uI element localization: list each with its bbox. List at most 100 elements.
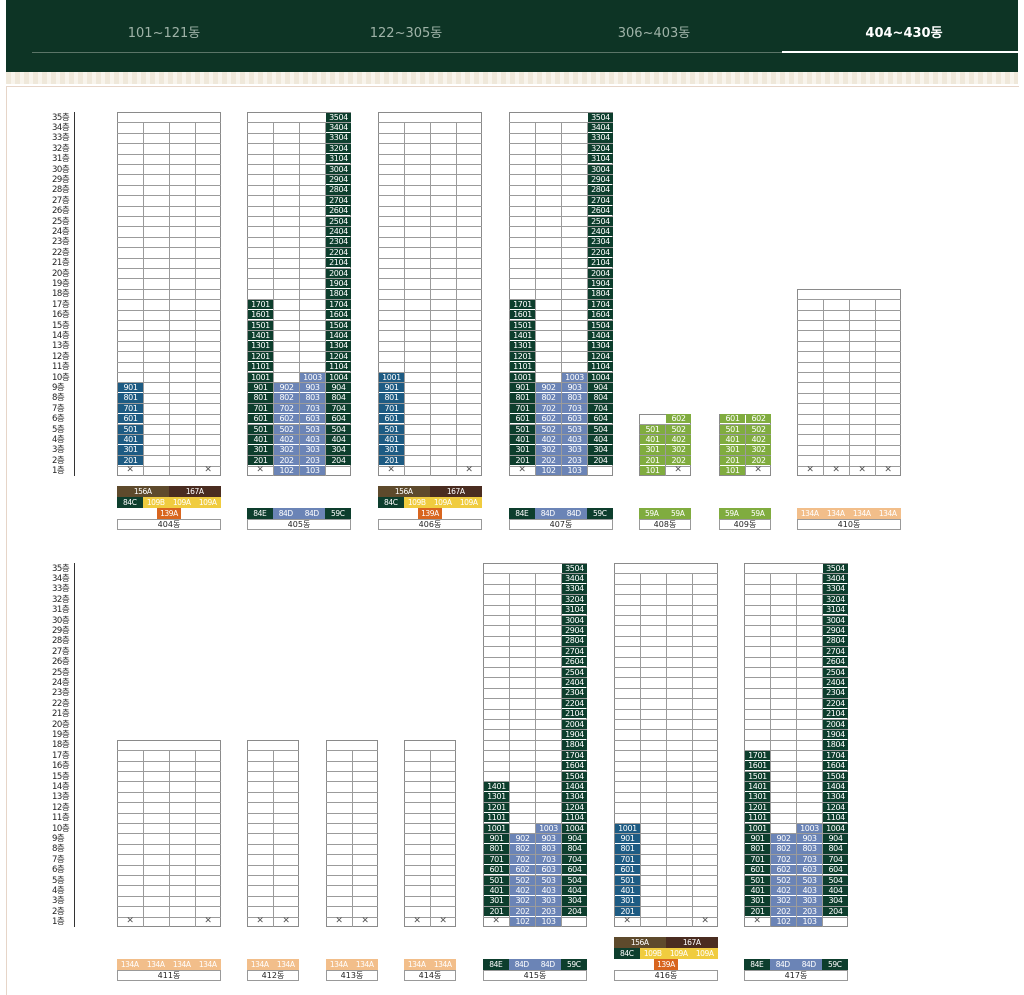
unit-cell[interactable]: 401	[720, 434, 745, 445]
unit-cell[interactable]: 1604	[562, 761, 587, 771]
unit-cell[interactable]: 303	[536, 896, 561, 906]
unit-cell[interactable]: 1204	[562, 802, 587, 813]
unit-cell[interactable]: 803	[562, 393, 587, 403]
unit-cell[interactable]: 604	[326, 414, 351, 424]
unit-cell[interactable]: 103	[536, 917, 561, 927]
unit-cell[interactable]: 701	[379, 403, 404, 414]
unit-cell[interactable]: 1704	[588, 299, 613, 310]
unit-cell[interactable]: 3304	[326, 133, 351, 143]
unit-cell[interactable]: 1404	[588, 330, 613, 341]
unit-cell[interactable]: 1401	[248, 330, 273, 341]
unit-cell[interactable]: 2404	[823, 677, 848, 688]
unit-cell[interactable]: 401	[248, 434, 273, 445]
tab-101-121[interactable]: 101~121동	[127, 26, 201, 41]
unit-cell[interactable]: 301	[484, 896, 509, 906]
unit-cell[interactable]: 404	[562, 885, 587, 896]
unit-cell[interactable]: 1601	[745, 761, 770, 771]
unit-cell[interactable]: 2604	[588, 206, 613, 216]
unit-cell[interactable]: 602	[746, 414, 771, 424]
unit-cell[interactable]: 2504	[562, 667, 587, 677]
unit-cell[interactable]: 503	[562, 424, 587, 434]
unit-cell[interactable]: 1201	[248, 351, 273, 362]
unit-cell[interactable]: 903	[562, 382, 587, 393]
unit-cell[interactable]: 203	[536, 906, 561, 917]
unit-cell[interactable]: 204	[823, 906, 848, 917]
unit-cell[interactable]: 2304	[326, 237, 351, 247]
unit-cell[interactable]: 804	[823, 844, 848, 854]
unit-cell[interactable]: 404	[588, 434, 613, 445]
unit-cell[interactable]: 501	[745, 875, 770, 885]
unit-cell[interactable]: 202	[746, 455, 771, 466]
unit-cell[interactable]: 3504	[326, 112, 351, 122]
unit-cell[interactable]: 803	[536, 844, 561, 854]
unit-cell[interactable]: 901	[745, 833, 770, 844]
unit-cell[interactable]: 1601	[248, 310, 273, 320]
unit-cell[interactable]: 702	[274, 403, 299, 414]
unit-cell[interactable]: 402	[666, 434, 691, 445]
unit-cell[interactable]: 901	[615, 833, 640, 844]
unit-cell[interactable]: 703	[797, 854, 822, 865]
unit-cell[interactable]: 402	[510, 885, 535, 896]
unit-cell[interactable]: 1004	[823, 823, 848, 833]
unit-cell[interactable]: 304	[588, 445, 613, 455]
unit-cell[interactable]: 403	[536, 885, 561, 896]
unit-cell[interactable]: 1501	[745, 771, 770, 781]
unit-cell[interactable]: 2504	[326, 216, 351, 226]
unit-cell[interactable]: 301	[615, 896, 640, 906]
unit-cell[interactable]: 1604	[588, 310, 613, 320]
unit-cell[interactable]: 2804	[562, 636, 587, 646]
unit-cell[interactable]: 1601	[510, 310, 535, 320]
tab-122-305[interactable]: 122~305동	[369, 26, 443, 41]
unit-cell[interactable]: 901	[248, 382, 273, 393]
unit-cell[interactable]: 201	[720, 455, 745, 466]
unit-cell[interactable]: 902	[274, 382, 299, 393]
unit-cell[interactable]: 302	[536, 445, 561, 455]
unit-cell[interactable]: 801	[745, 844, 770, 854]
unit-cell[interactable]: 3204	[326, 143, 351, 154]
unit-cell[interactable]: 803	[797, 844, 822, 854]
unit-cell[interactable]: 501	[615, 875, 640, 885]
unit-cell[interactable]: 2504	[823, 667, 848, 677]
unit-cell[interactable]: 501	[379, 424, 404, 434]
unit-cell[interactable]: 1004	[562, 823, 587, 833]
unit-cell[interactable]: 204	[326, 455, 351, 466]
unit-cell[interactable]: 303	[562, 445, 587, 455]
unit-cell[interactable]: 2904	[588, 174, 613, 185]
unit-cell[interactable]: 1504	[588, 320, 613, 330]
unit-cell[interactable]: 202	[666, 455, 691, 466]
unit-cell[interactable]: 1003	[562, 372, 587, 382]
unit-cell[interactable]: 201	[510, 455, 535, 466]
unit-cell[interactable]: 602	[536, 414, 561, 424]
unit-cell[interactable]: 101	[640, 466, 665, 476]
unit-cell[interactable]: 903	[536, 833, 561, 844]
unit-cell[interactable]: 3304	[562, 584, 587, 594]
unit-cell[interactable]: 502	[746, 424, 771, 434]
unit-cell[interactable]: 3204	[562, 594, 587, 605]
unit-cell[interactable]: 802	[274, 393, 299, 403]
unit-cell[interactable]: 3404	[562, 573, 587, 584]
unit-cell[interactable]: 1401	[745, 781, 770, 792]
unit-cell[interactable]: 601	[484, 865, 509, 875]
unit-cell[interactable]: 404	[823, 885, 848, 896]
unit-cell[interactable]: 802	[510, 844, 535, 854]
unit-cell[interactable]: 3004	[588, 164, 613, 174]
unit-cell[interactable]: 704	[562, 854, 587, 865]
unit-cell[interactable]: 604	[588, 414, 613, 424]
unit-cell[interactable]: 603	[562, 414, 587, 424]
unit-cell[interactable]: 302	[746, 445, 771, 455]
unit-cell[interactable]: 401	[484, 885, 509, 896]
unit-cell[interactable]: 102	[536, 466, 561, 476]
unit-cell[interactable]: 2104	[823, 709, 848, 719]
unit-cell[interactable]: 601	[248, 414, 273, 424]
unit-cell[interactable]: 2804	[326, 185, 351, 195]
unit-cell[interactable]: 1201	[745, 802, 770, 813]
unit-cell[interactable]: 501	[510, 424, 535, 434]
unit-cell[interactable]: 1301	[745, 792, 770, 802]
unit-cell[interactable]: 401	[615, 885, 640, 896]
unit-cell[interactable]: 604	[562, 865, 587, 875]
unit-cell[interactable]: 1404	[326, 330, 351, 341]
unit-cell[interactable]: 1301	[248, 341, 273, 351]
unit-cell[interactable]: 704	[326, 403, 351, 414]
unit-cell[interactable]: 3104	[588, 154, 613, 164]
unit-cell[interactable]: 3504	[588, 112, 613, 122]
